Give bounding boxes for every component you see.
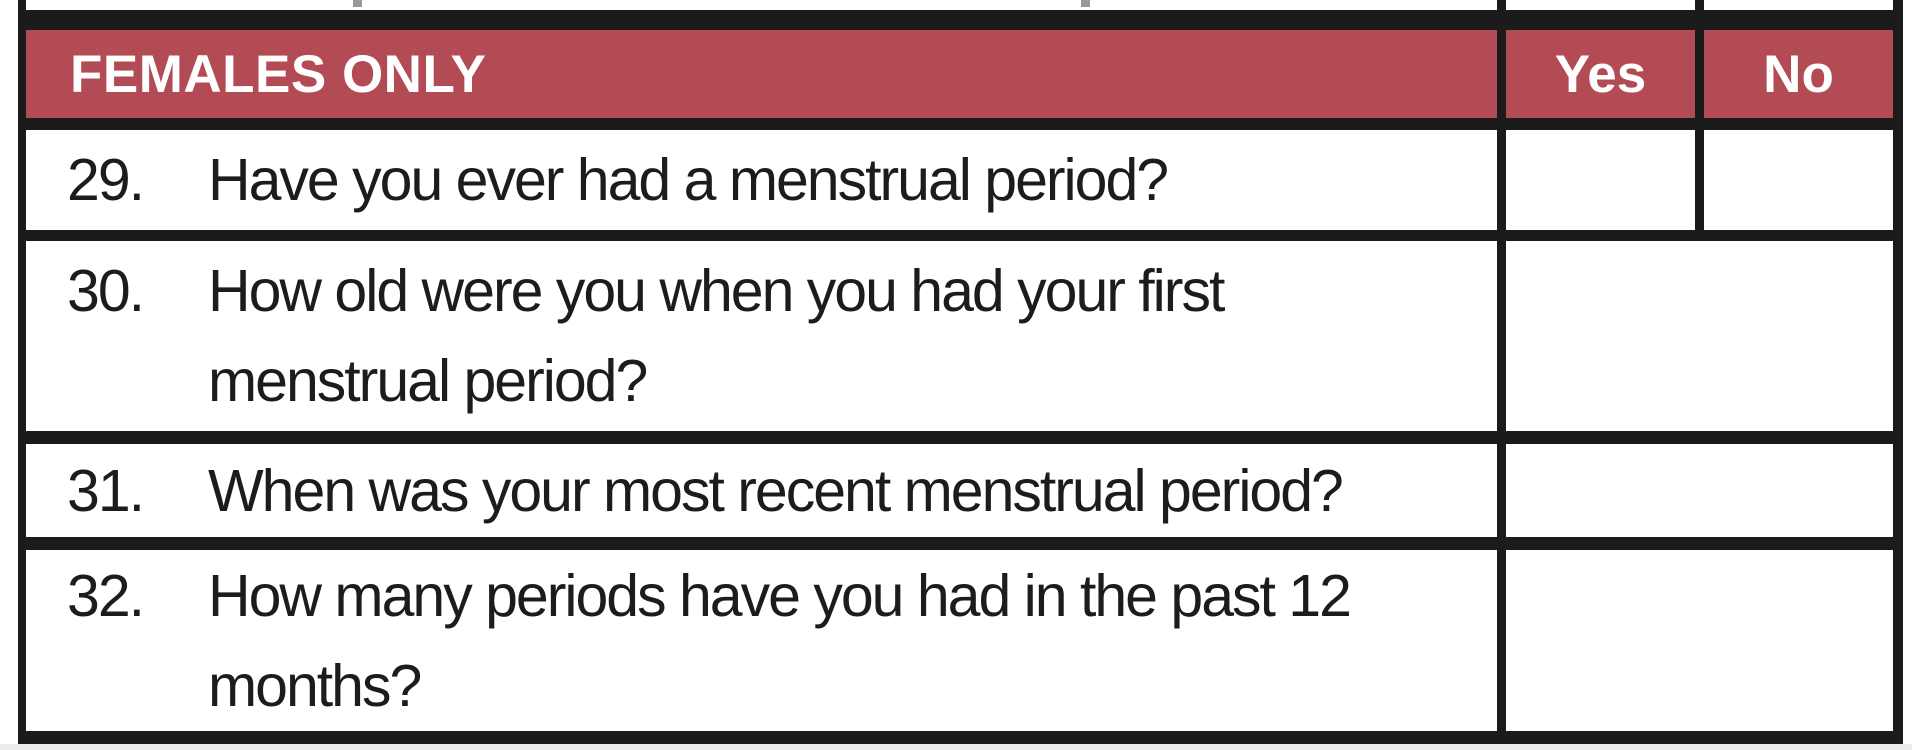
question-number: 31. [67,457,145,524]
row-border [26,431,1893,444]
answer-cell-31[interactable] [1506,444,1893,537]
answer-cell-32[interactable] [1506,550,1893,731]
question-text: Have you ever had a menstrual period? [208,147,1169,213]
question-number: 30. [67,258,145,324]
question-cell-30: 30. How old were you when you had your f… [26,241,1497,431]
table-bottom-border [26,731,1893,744]
no-column-label: No [1763,44,1834,104]
text-remnant [1081,0,1090,7]
yes-column-label: Yes [1554,44,1647,104]
row-border [26,10,1893,30]
previous-question-cell [26,0,1497,10]
question-row-32: 32. How many periods have you had in the… [26,550,1893,731]
row-border [26,118,1893,130]
column-divider [1497,130,1506,230]
question-row-30: 30. How old were you when you had your f… [26,241,1893,431]
text-remnant [353,0,362,7]
question-text: How old were you when you had your first… [208,258,1225,414]
section-title: FEMALES ONLY [70,44,487,104]
column-divider [1695,130,1704,230]
question-row-31: 31. When was your most recent menstrual … [26,444,1893,537]
question-text: How many periods have you had in the pas… [208,562,1352,719]
previous-no-cell [1704,0,1893,10]
yes-answer-cell-29[interactable] [1506,130,1695,230]
question-cell-31: 31. When was your most recent menstrual … [26,444,1497,537]
previous-yes-cell [1506,0,1695,10]
no-answer-cell-29[interactable] [1704,130,1893,230]
yes-column-header: Yes [1506,30,1695,118]
females-only-table: FEMALES ONLY Yes No 29. Have you ever ha… [18,0,1903,744]
column-divider [1497,30,1506,118]
column-divider [1497,241,1506,431]
no-column-header: No [1704,30,1893,118]
row-border [26,537,1893,550]
question-text: When was your most recent menstrual peri… [208,457,1344,524]
previous-row-remnant [26,0,1893,10]
column-divider [1695,30,1704,118]
row-border [26,230,1893,241]
column-divider [1497,550,1506,731]
question-number: 32. [67,562,145,629]
question-number: 29. [67,147,145,213]
section-header-row: FEMALES ONLY Yes No [26,30,1893,118]
question-cell-29: 29. Have you ever had a menstrual period… [26,130,1497,230]
answer-cell-30[interactable] [1506,241,1893,431]
question-row-29: 29. Have you ever had a menstrual period… [26,130,1893,230]
column-divider [1497,444,1506,537]
page-edge [0,744,1912,750]
column-divider [1695,0,1704,10]
column-divider [1497,0,1506,10]
section-header-cell: FEMALES ONLY [26,30,1497,118]
question-cell-32: 32. How many periods have you had in the… [26,550,1497,731]
